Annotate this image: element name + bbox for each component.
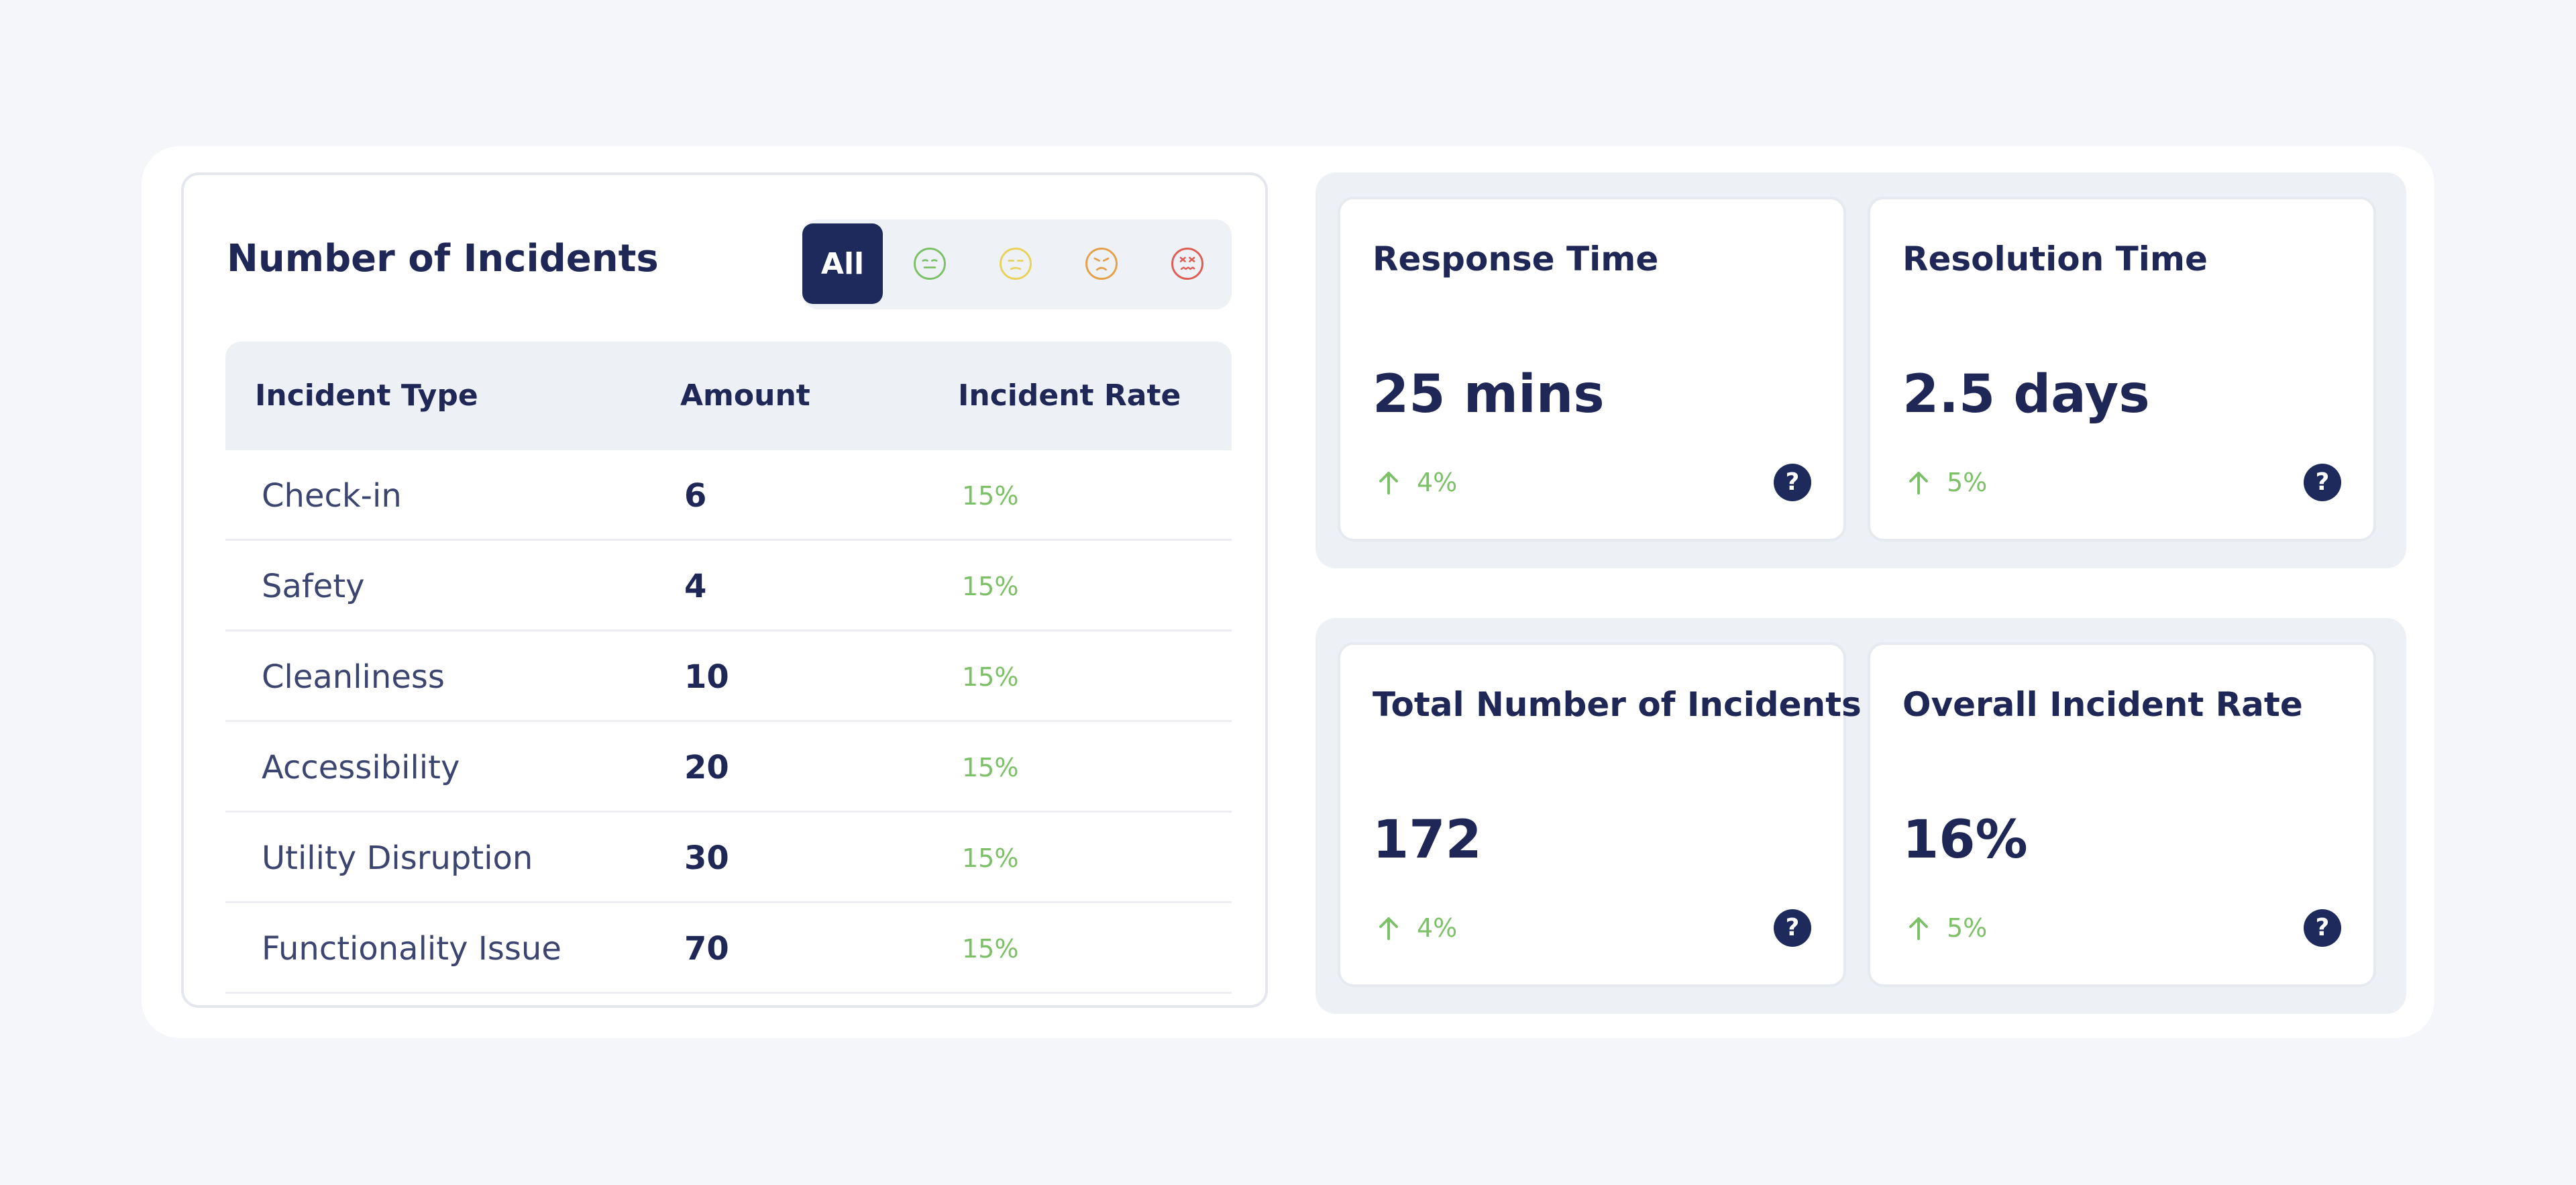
incident-type: Cleanliness — [262, 658, 445, 696]
help-icon[interactable]: ? — [1774, 909, 1811, 947]
column-header-rate[interactable]: Incident Rate — [958, 378, 1181, 413]
incident-amount: 10 — [684, 658, 729, 696]
angry-face-icon — [1171, 248, 1203, 280]
incident-amount: 6 — [684, 477, 707, 515]
satisfaction-filter-group: All — [802, 219, 1232, 309]
metric-value: 172 — [1373, 810, 1482, 870]
arrow-up-icon — [1379, 917, 1398, 940]
incident-metrics-group: Total Number of Incidents 172 4% ? Overa… — [1316, 618, 2406, 1014]
incidents-panel: Number of Incidents All — [181, 172, 1268, 1008]
filter-neutral-button[interactable] — [975, 223, 1056, 304]
neutral-face-icon — [1000, 248, 1032, 280]
metric-title: Resolution Time — [1902, 240, 2208, 278]
incident-amount: 4 — [684, 568, 707, 605]
incident-amount: 20 — [684, 749, 729, 786]
incident-type: Utility Disruption — [262, 839, 533, 877]
metric-card-total-incidents: Total Number of Incidents 172 4% ? — [1338, 642, 1862, 987]
metric-trend: 5% — [1902, 908, 1987, 948]
metric-title: Total Number of Incidents — [1373, 685, 1862, 724]
help-icon[interactable]: ? — [2304, 464, 2341, 501]
incident-rate: 15% — [962, 753, 1019, 782]
filter-content-button[interactable] — [890, 223, 970, 304]
metric-title: Overall Incident Rate — [1902, 685, 2303, 724]
arrow-up-icon — [1909, 472, 1928, 495]
metric-card-resolution-time: Resolution Time 2.5 days 5% ? — [1868, 197, 2376, 542]
column-header-type[interactable]: Incident Type — [255, 378, 478, 413]
content-face-icon — [914, 248, 946, 280]
metric-trend-value: 4% — [1417, 468, 1458, 497]
metric-value: 2.5 days — [1902, 364, 2150, 425]
table-row[interactable]: Safety 4 15% — [225, 541, 1232, 631]
incident-rate: 15% — [962, 843, 1019, 873]
incident-rate: 15% — [962, 481, 1019, 511]
metric-trend: 4% — [1373, 462, 1457, 503]
column-header-amount[interactable]: Amount — [680, 378, 810, 413]
help-icon[interactable]: ? — [1774, 464, 1811, 501]
incident-rate: 15% — [962, 934, 1019, 964]
filter-annoyed-button[interactable] — [1061, 223, 1142, 304]
metric-card-overall-rate: Overall Incident Rate 16% 5% ? — [1868, 642, 2376, 987]
metric-trend: 4% — [1373, 908, 1457, 948]
metric-trend-value: 5% — [1947, 913, 1988, 943]
incident-amount: 30 — [684, 839, 729, 877]
incident-type: Functionality Issue — [262, 930, 561, 968]
table-row[interactable]: Functionality Issue 70 15% — [225, 903, 1232, 994]
metric-trend: 5% — [1902, 462, 1987, 503]
metric-trend-value: 4% — [1417, 913, 1458, 943]
arrow-up-icon — [1909, 917, 1928, 940]
filter-angry-button[interactable] — [1147, 223, 1228, 304]
panel-title: Number of Incidents — [227, 237, 659, 280]
incident-type: Check-in — [262, 477, 402, 515]
arrow-up-icon — [1379, 472, 1398, 495]
incident-rate: 15% — [962, 662, 1019, 692]
incident-type: Safety — [262, 568, 365, 605]
incident-type: Accessibility — [262, 749, 460, 786]
filter-all-button[interactable]: All — [802, 223, 883, 304]
help-icon[interactable]: ? — [2304, 909, 2341, 947]
metric-card-response-time: Response Time 25 mins 4% ? — [1338, 197, 1846, 542]
time-metrics-group: Response Time 25 mins 4% ? Resolution Ti… — [1316, 172, 2406, 568]
incident-rate: 15% — [962, 572, 1019, 601]
table-row[interactable]: Cleanliness 10 15% — [225, 631, 1232, 722]
annoyed-face-icon — [1085, 248, 1118, 280]
metric-trend-value: 5% — [1947, 468, 1988, 497]
table-row[interactable]: Utility Disruption 30 15% — [225, 813, 1232, 903]
incident-amount: 70 — [684, 930, 729, 968]
metric-title: Response Time — [1373, 240, 1659, 278]
metric-value: 16% — [1902, 810, 2028, 870]
table-row[interactable]: Accessibility 20 15% — [225, 722, 1232, 813]
table-header: Incident Type Amount Incident Rate — [225, 342, 1232, 450]
table-row[interactable]: Check-in 6 15% — [225, 450, 1232, 541]
metric-value: 25 mins — [1373, 364, 1605, 425]
